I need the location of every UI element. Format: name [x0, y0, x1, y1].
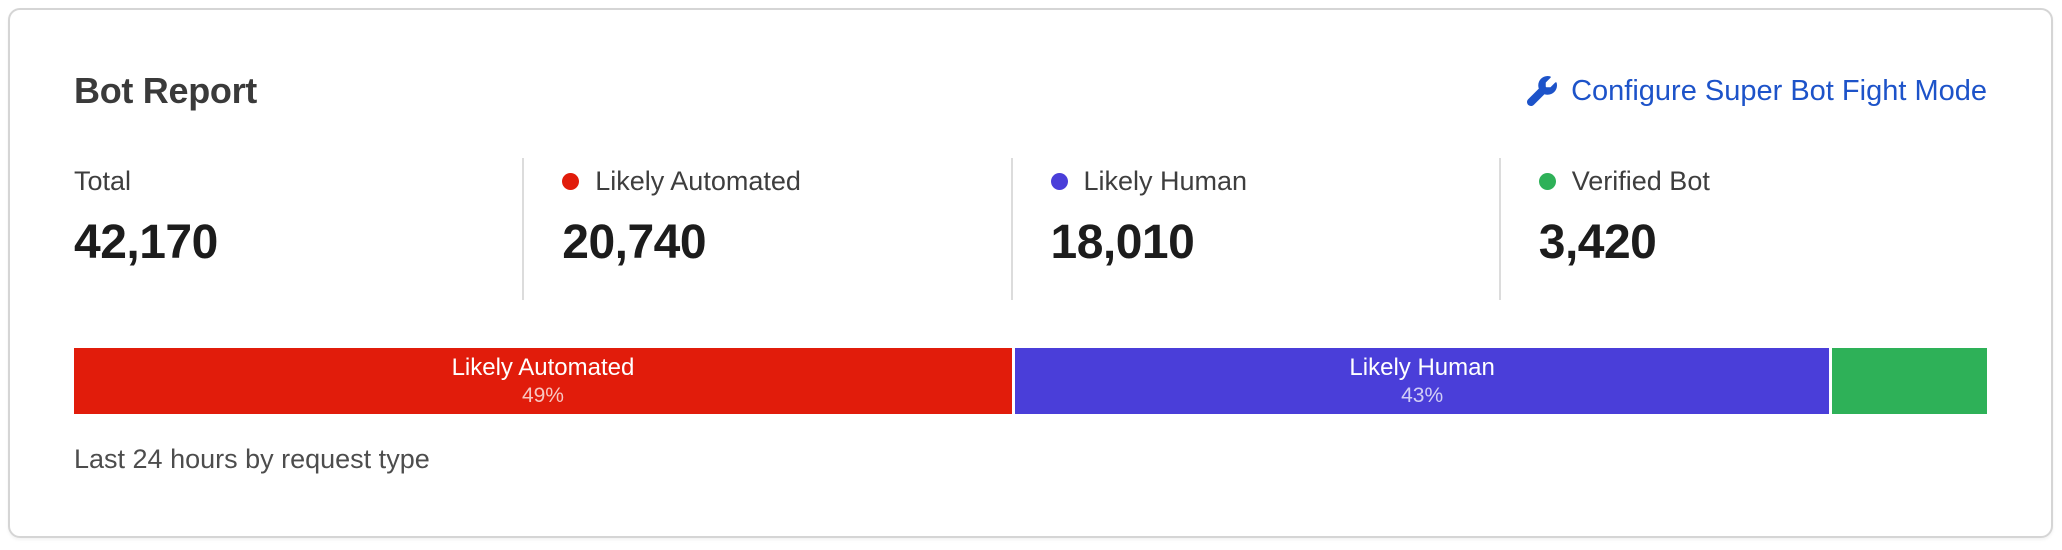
bar-segment-likely-human: Likely Human 43% [1014, 348, 1830, 414]
stacked-bar: Likely Automated 49% Likely Human 43% [74, 348, 1987, 414]
chart-caption: Last 24 hours by request type [74, 444, 430, 474]
configure-super-bot-fight-mode-link[interactable]: Configure Super Bot Fight Mode [1527, 75, 1987, 108]
stats-row: Total 42,170 Likely Automated 20,740 Lik… [74, 158, 1987, 300]
bar-segment-percent: 49% [521, 384, 564, 407]
likely-automated-dot-icon [562, 173, 580, 190]
bar-segment-likely-automated: Likely Automated 49% [74, 348, 1012, 414]
stat-likely-human-value: 18,010 [1050, 216, 1195, 269]
bar-segment-label: Likely Automated [451, 354, 635, 381]
stat-verified-bot-label-row: Verified Bot [1538, 166, 1987, 197]
stat-label: Likely Human [1083, 166, 1248, 196]
stat-label: Likely Automated [595, 166, 801, 196]
bot-report-card: Bot Report Configure Super Bot Fight Mod… [8, 8, 2053, 538]
stat-verified-bot-value: 3,420 [1538, 216, 1657, 269]
stat-total: Total 42,170 [74, 158, 522, 300]
stat-likely-human: Likely Human 18,010 [1010, 158, 1499, 300]
bar-segment-label: Likely Human [1349, 354, 1495, 381]
verified-bot-dot-icon [1538, 173, 1556, 190]
configure-link-label: Configure Super Bot Fight Mode [1571, 74, 1987, 107]
stat-verified-bot: Verified Bot 3,420 [1498, 158, 1987, 300]
stat-likely-automated-label-row: Likely Automated [562, 166, 1010, 197]
page-title: Bot Report [74, 70, 257, 111]
stat-label: Total [74, 166, 132, 196]
stat-total-label-row: Total [74, 166, 522, 197]
stat-label: Verified Bot [1571, 166, 1710, 196]
card-header: Bot Report Configure Super Bot Fight Mod… [74, 70, 1987, 112]
wrench-icon [1527, 76, 1558, 106]
likely-human-dot-icon [1050, 173, 1068, 190]
stat-likely-automated-value: 20,740 [562, 216, 707, 269]
stat-likely-automated: Likely Automated 20,740 [522, 158, 1010, 300]
bar-segment-percent: 43% [1401, 384, 1444, 407]
bar-segment-verified-bot [1832, 348, 1987, 414]
stat-likely-human-label-row: Likely Human [1050, 166, 1499, 197]
stat-total-value: 42,170 [74, 216, 218, 269]
